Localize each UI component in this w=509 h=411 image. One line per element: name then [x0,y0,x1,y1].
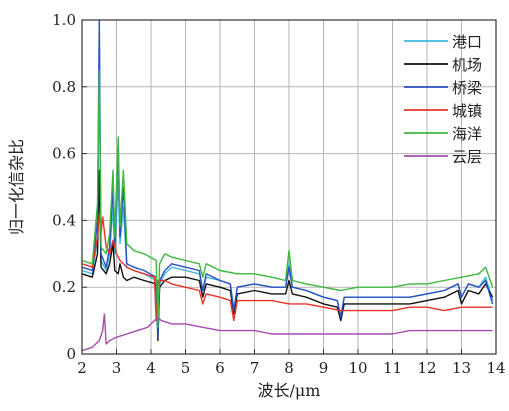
x-tick-label: 14 [486,359,505,377]
legend-label-1: 机场 [452,56,482,74]
y-tick-label: 0.2 [52,278,76,296]
axis-ticks: 2 3 4 5 6 7 8 9 10 11 12 13 14 0 0.2 0.4 0.6 0.8 1.0 [52,11,505,377]
legend-label-5: 云层 [452,148,482,166]
series-lines [81,19,494,352]
x-tick-label: 3 [112,359,122,377]
series-line-0 [81,36,494,338]
x-tick-label: 7 [250,359,260,377]
y-tick-label: 0.6 [52,145,76,163]
legend-label-2: 桥梁 [452,79,482,97]
y-axis-title: 归一化信杂比 [7,139,26,235]
y-tick-label: 0.4 [52,211,76,229]
series-line-3 [81,213,493,322]
grid [82,20,496,354]
y-tick-label: 1.0 [52,11,76,29]
x-axis-title: 波长/μm [258,381,321,400]
x-tick-label: 4 [146,359,156,377]
x-tick-label: 5 [181,359,191,377]
x-tick-label: 10 [348,359,367,377]
y-tick-label: 0.8 [52,78,76,96]
y-tick-label: 0 [66,345,76,363]
x-tick-label: 12 [417,359,436,377]
x-tick-label: 2 [77,359,87,377]
x-tick-label: 13 [452,359,471,377]
x-tick-label: 6 [215,359,225,377]
legend-label-4: 海洋 [452,125,482,143]
x-tick-label: 11 [383,359,402,377]
series-line-1 [81,169,494,342]
x-tick-label: 8 [284,359,294,377]
x-tick-label: 9 [319,359,329,377]
legend-label-0: 港口 [452,33,482,51]
series-line-4 [81,69,494,328]
legend-label-3: 城镇 [452,102,482,120]
series-line-5 [81,313,493,352]
